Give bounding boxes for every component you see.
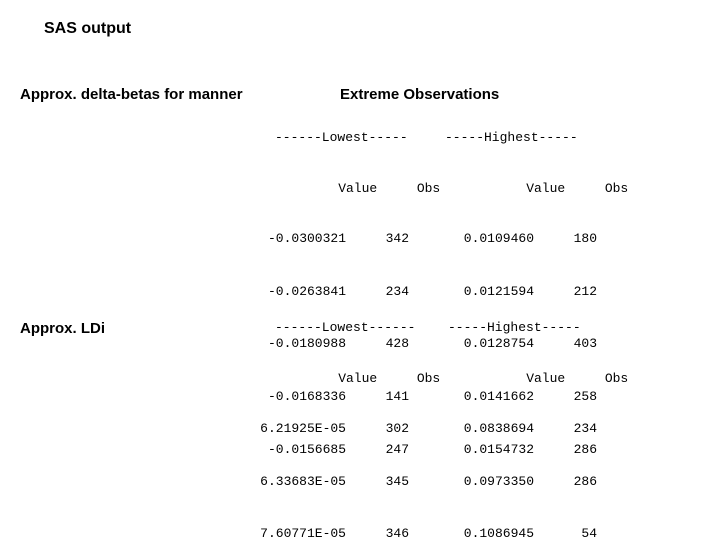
cell-value: 0.0128754 (439, 335, 534, 353)
cell-value: 0.1086945 (439, 525, 534, 540)
cell-value: 0.0973350 (439, 473, 534, 491)
cell-obs: 302 (364, 420, 409, 438)
table-row: -0.0300321 342 0.0109460 180 (251, 230, 597, 248)
table-row: -0.0263841 234 0.0121594 212 (251, 283, 597, 301)
section1-highest-header: -----Highest----- (445, 130, 578, 145)
page: SAS output Approx. delta-betas for manne… (0, 0, 720, 540)
section2-highest-header: -----Highest----- (448, 320, 581, 335)
cell-value: 6.21925E-05 (251, 420, 346, 438)
cell-value: -0.0180988 (251, 335, 346, 353)
page-title: SAS output (44, 20, 131, 38)
cell-obs: 54 (552, 525, 597, 540)
section2-label: Approx. LDi (20, 320, 105, 337)
section1-label: Approx. delta-betas for manner (20, 86, 243, 103)
cell-obs: 346 (364, 525, 409, 540)
section1-lowest-header: ------Lowest----- (275, 130, 408, 145)
section2-lowest-header: ------Lowest------ (275, 320, 415, 335)
cell-obs: 286 (552, 473, 597, 491)
cell-obs: 234 (552, 420, 597, 438)
cell-obs: 180 (552, 230, 597, 248)
cell-value: 0.0838694 (439, 420, 534, 438)
cell-obs: 212 (552, 283, 597, 301)
cell-value: -0.0263841 (251, 283, 346, 301)
table-row: 7.60771E-05 346 0.1086945 54 (251, 525, 597, 540)
cell-obs: 403 (552, 335, 597, 353)
table-row: -0.0180988 428 0.0128754 403 (251, 335, 597, 353)
cell-obs: 345 (364, 473, 409, 491)
cell-value: 0.0109460 (439, 230, 534, 248)
cell-obs: 428 (364, 335, 409, 353)
table-row: 6.33683E-05 345 0.0973350 286 (251, 473, 597, 491)
table-row: 6.21925E-05 302 0.0838694 234 (251, 420, 597, 438)
cell-value: 7.60771E-05 (251, 525, 346, 540)
cell-obs: 234 (364, 283, 409, 301)
cell-value: 6.33683E-05 (251, 473, 346, 491)
cell-value: 0.0121594 (439, 283, 534, 301)
cell-obs: 342 (364, 230, 409, 248)
section2-data: 6.21925E-05 302 0.0838694 234 6.33683E-05 34… (251, 385, 597, 540)
cell-value: -0.0300321 (251, 230, 346, 248)
extreme-observations-title: Extreme Observations (340, 86, 499, 103)
